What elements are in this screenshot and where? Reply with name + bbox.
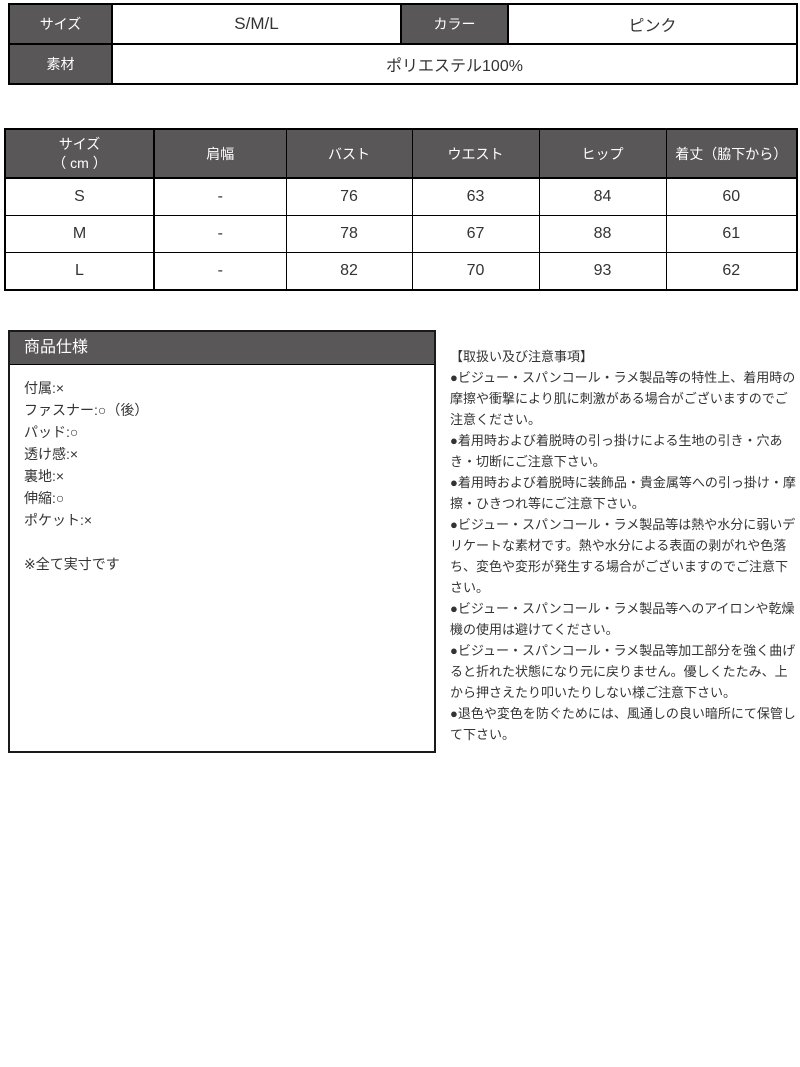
size-chart-cell: M: [4, 215, 155, 253]
size-chart-cell: 67: [411, 215, 540, 253]
size-chart-cell: 84: [538, 177, 667, 216]
care-note-item: ●着用時および着脱時に装飾品・貴金属等への引っ掛け・摩擦・ひきつれ等にご注意下さ…: [450, 475, 796, 511]
size-chart-cell: 63: [411, 177, 540, 216]
size-chart-header-bust: バスト: [285, 128, 413, 179]
size-chart-cell: 88: [538, 215, 667, 253]
product-spec-box: 商品仕様 付属:× ファスナー:○（後） パッド:○ 透け感:× 裏地:× 伸縮…: [8, 330, 436, 753]
color-label-cell: カラー: [400, 3, 509, 45]
spec-note: ※全て実寸です: [24, 556, 120, 572]
size-chart-header-length: 着丈（脇下から）: [665, 128, 798, 179]
size-chart-header-hip: ヒップ: [538, 128, 667, 179]
spec-item-stretch: 伸縮:○: [24, 490, 65, 506]
care-notes-title: 【取扱い及び注意事項】: [450, 349, 594, 364]
size-chart-cell: 60: [665, 177, 798, 216]
size-chart-cell: L: [4, 252, 155, 291]
care-note-item: ●ビジュー・スパンコール・ラメ製品等加工部分を強く曲げると折れた状態になり元に戻…: [450, 643, 796, 700]
product-spec-title: 商品仕様: [10, 332, 434, 365]
color-value-cell: ピンク: [507, 3, 798, 45]
spec-item-sheerness: 透け感:×: [24, 446, 79, 462]
size-chart-header-size-line1: サイズ: [58, 135, 101, 152]
size-chart-header-shoulder: 肩幅: [153, 128, 287, 179]
care-note-item: ●ビジュー・スパンコール・ラメ製品等は熱や水分に弱いデリケートな素材です。熱や水…: [450, 517, 796, 595]
size-chart-cell: -: [153, 177, 287, 216]
size-chart-header-waist: ウエスト: [411, 128, 540, 179]
size-label-cell: サイズ: [8, 3, 113, 45]
spec-item-pocket: ポケット:×: [24, 512, 93, 528]
top-spec-table: サイズ S/M/L カラー ピンク 素材 ポリエステル100%: [8, 3, 798, 85]
spec-item-pad: パッド:○: [24, 424, 79, 440]
material-label-cell: 素材: [8, 43, 113, 85]
size-value-cell: S/M/L: [111, 3, 402, 45]
product-spec-list: 付属:× ファスナー:○（後） パッド:○ 透け感:× 裏地:× 伸縮:○ ポケ…: [10, 365, 434, 575]
size-chart-header-size-cm: サイズ （ cm ）: [4, 128, 155, 179]
size-chart-row-s: S - 76 63 84 60: [4, 177, 798, 216]
size-chart-cell: 76: [285, 177, 413, 216]
size-chart-cell: 93: [538, 252, 667, 291]
spec-item-fastener: ファスナー:○（後）: [24, 402, 149, 418]
care-note-item: ●ビジュー・スパンコール・ラメ製品等へのアイロンや乾燥機の使用は避けてください。: [450, 601, 795, 637]
size-chart-header-row: サイズ （ cm ） 肩幅 バスト ウエスト ヒップ 着丈（脇下から）: [4, 128, 798, 179]
size-chart-table: サイズ （ cm ） 肩幅 バスト ウエスト ヒップ 着丈（脇下から） S - …: [4, 128, 798, 291]
size-chart-cell: S: [4, 177, 155, 216]
care-note-item: ●着用時および着脱時の引っ掛けによる生地の引き・穴あき・切断にご注意下さい。: [450, 433, 783, 469]
size-chart-cell: 82: [285, 252, 413, 291]
size-chart-cell: -: [153, 252, 287, 291]
size-chart-cell: 70: [411, 252, 540, 291]
care-notes: 【取扱い及び注意事項】 ●ビジュー・スパンコール・ラメ製品等の特性上、着用時の摩…: [450, 346, 796, 745]
size-chart-cell: 62: [665, 252, 798, 291]
size-chart-cell: -: [153, 215, 287, 253]
care-note-item: ●退色や変色を防ぐためには、風通しの良い暗所にて保管して下さい。: [450, 706, 796, 742]
spec-item-lining: 裏地:×: [24, 468, 65, 484]
spec-item-accessory: 付属:×: [24, 380, 65, 396]
size-chart-header-size-line2: （ cm ）: [52, 154, 107, 171]
material-value-cell: ポリエステル100%: [111, 43, 798, 85]
size-chart-row-m: M - 78 67 88 61: [4, 215, 798, 253]
top-spec-row-material: 素材 ポリエステル100%: [8, 43, 798, 85]
top-spec-row-size-color: サイズ S/M/L カラー ピンク: [8, 3, 798, 45]
size-chart-cell: 61: [665, 215, 798, 253]
size-chart-cell: 78: [285, 215, 413, 253]
size-chart-row-l: L - 82 70 93 62: [4, 252, 798, 291]
care-note-item: ●ビジュー・スパンコール・ラメ製品等の特性上、着用時の摩擦や衝撃により肌に刺激が…: [450, 370, 796, 427]
